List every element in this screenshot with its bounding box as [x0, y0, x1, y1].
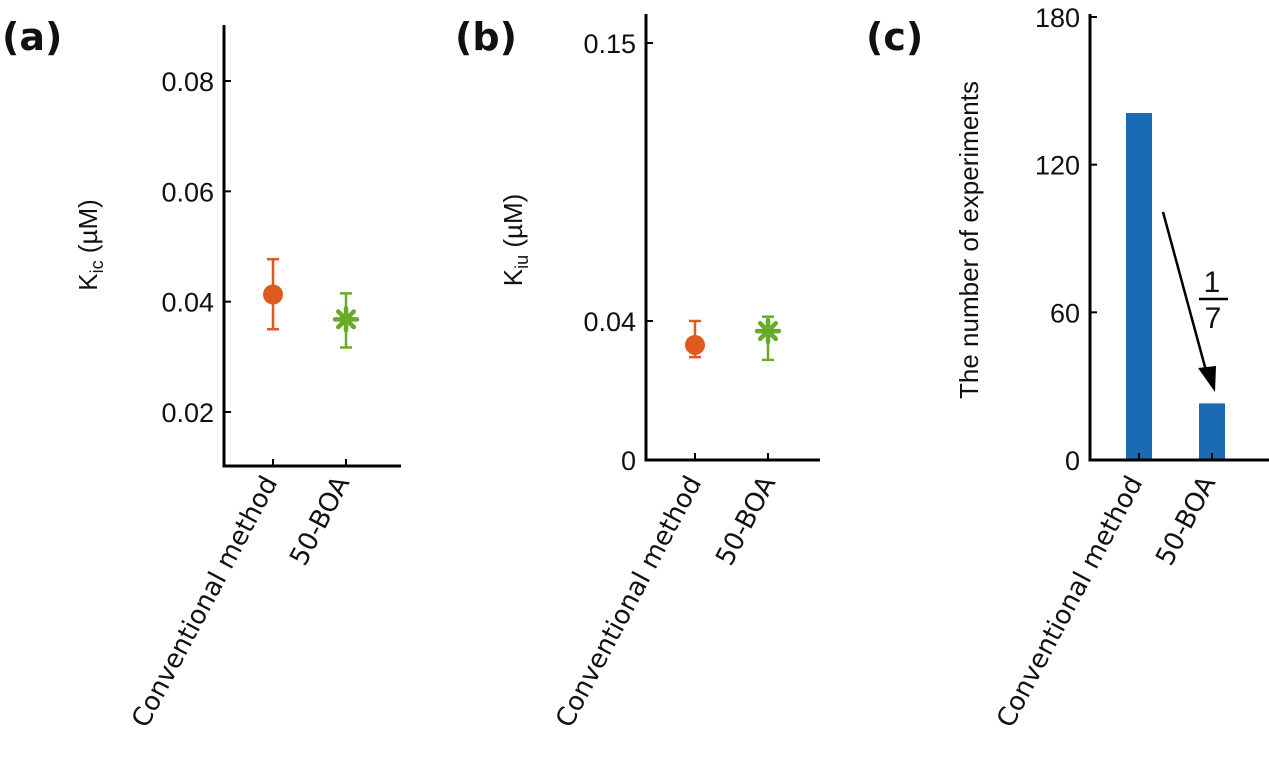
chart-panel-b: 0 0.04 0.15 Kiu (µM) Conventional method 5… [498, 14, 820, 733]
y-axis-title-a: Kic (µM) [73, 199, 107, 291]
y-tick-label: 0.08 [161, 67, 214, 97]
axes-c [1088, 14, 1269, 462]
y-tick-label: 0.04 [583, 307, 636, 337]
reduction-annotation: 1 7 [1161, 211, 1228, 392]
x-tick-label-c-0: Conventional method [991, 471, 1149, 732]
axes-a [222, 25, 401, 468]
data-point-50-boa [332, 292, 360, 349]
circle-marker [263, 284, 283, 305]
x-tick-label-a-0: Conventional method [126, 471, 284, 732]
y-tick-label: 60 [1050, 298, 1080, 328]
asterisk-marker [754, 317, 782, 345]
axes-b [644, 14, 820, 462]
y-axis-title-b: Kiu (µM) [498, 194, 532, 287]
fraction-denominator: 7 [1205, 302, 1222, 335]
y-tick-label: 0 [1065, 446, 1080, 476]
fraction-numerator: 1 [1204, 266, 1221, 299]
arrow-head-icon [1198, 366, 1216, 392]
y-tick-label: 0.02 [161, 398, 214, 428]
panel-label-b: (b) [455, 15, 517, 59]
y-tick-label: 0.04 [161, 288, 214, 318]
x-tick-label-b-0: Conventional method [550, 471, 708, 732]
y-tick-label: 0 [621, 446, 636, 476]
y-tick-label: 180 [1035, 3, 1080, 33]
bar-50-boa [1199, 403, 1225, 460]
bar-conventional [1126, 112, 1152, 460]
data-point-conventional [263, 257, 283, 331]
y-tick-label: 0.15 [583, 29, 636, 59]
y-tick-label: 0.06 [161, 177, 214, 207]
x-tick-label-b-1: 50-BOA [710, 471, 782, 571]
x-tick-label-a-1: 50-BOA [284, 471, 356, 571]
data-point-conventional [685, 319, 705, 359]
asterisk-marker [332, 306, 360, 333]
panel-label-c: (c) [866, 15, 923, 59]
data-point-50-boa [754, 315, 782, 362]
arrow-line [1161, 211, 1210, 379]
y-axis-title-c: The number of experiments [954, 81, 984, 399]
circle-marker [685, 334, 705, 355]
panel-label-a: (a) [2, 15, 62, 59]
x-tick-label-c-1: 50-BOA [1150, 471, 1222, 571]
chart-panel-a: 0.02 0.04 0.06 0.08 Kic (µM) Conventional m… [73, 25, 401, 733]
y-tick-label: 120 [1035, 151, 1080, 181]
